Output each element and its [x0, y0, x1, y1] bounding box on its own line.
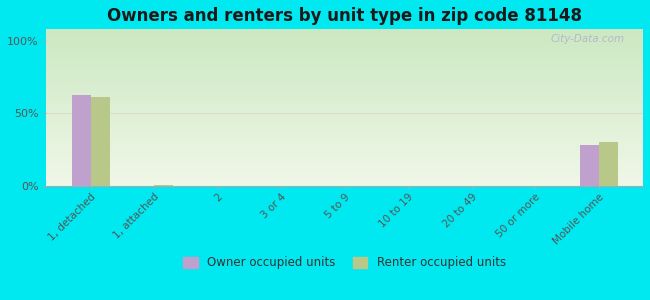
Bar [90, 98, 110, 186]
Legend: Owner occupied units, Renter occupied units: Owner occupied units, Renter occupied un… [179, 252, 510, 274]
Bar [580, 146, 599, 186]
Title: Owners and renters by unit type in zip code 81148: Owners and renters by unit type in zip c… [107, 7, 582, 25]
Bar [599, 142, 617, 186]
Bar [154, 184, 173, 186]
Bar [72, 94, 90, 186]
Text: City-Data.com: City-Data.com [551, 34, 625, 44]
